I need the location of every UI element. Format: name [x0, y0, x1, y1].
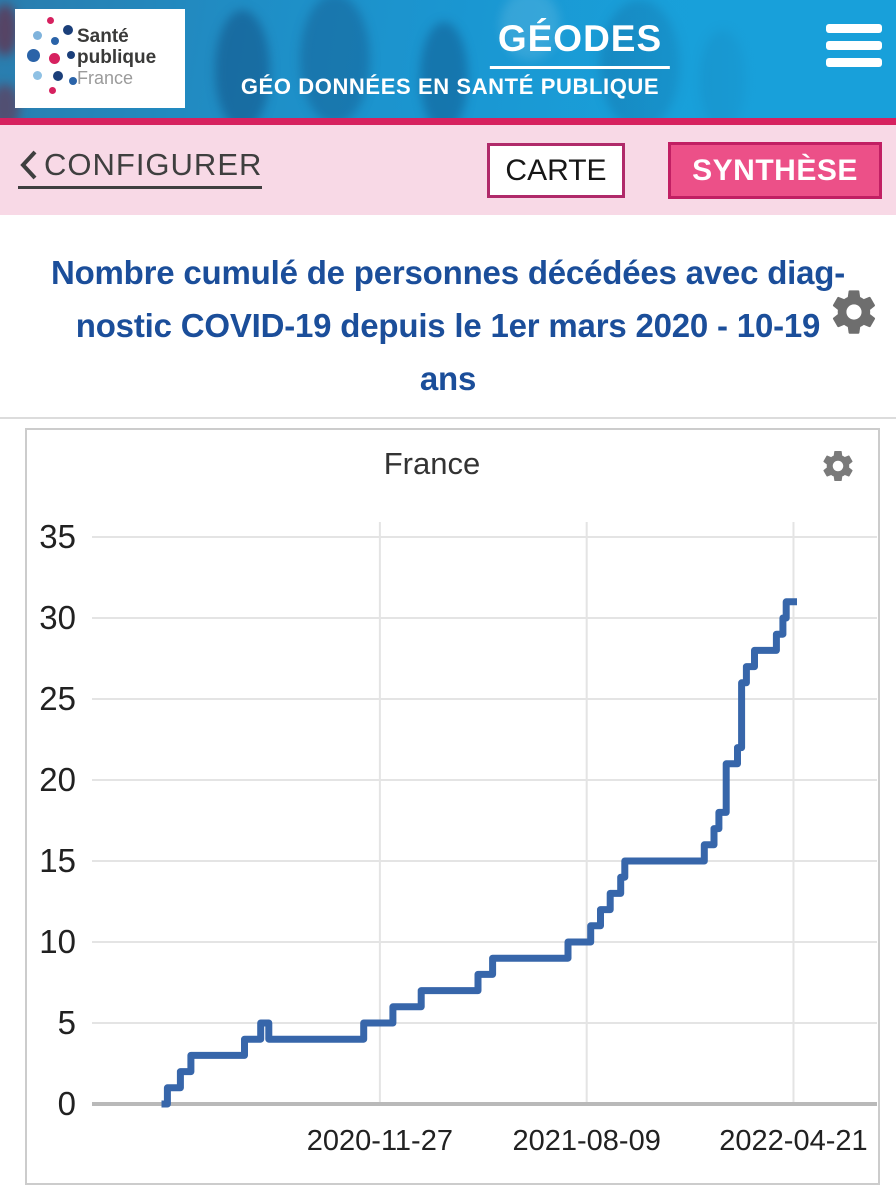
page-title-line: ans: [419, 360, 477, 397]
synthese-button[interactable]: SYNTHÈSE: [668, 142, 882, 199]
y-tick-label: 15: [39, 842, 76, 879]
indicator-settings-button[interactable]: [828, 286, 880, 338]
y-tick-label: 10: [39, 923, 76, 960]
sante-publique-france-logo[interactable]: Santé publique France: [15, 9, 185, 108]
x-tick-label: 2022-04-21: [719, 1125, 867, 1157]
header-accent-stripe: [0, 118, 896, 125]
y-tick-label: 5: [58, 1004, 76, 1041]
chart-settings-button[interactable]: [820, 448, 856, 484]
chart-card: France 2020-11-27 2021-08-09 2022-04-21 0 5 1…: [25, 428, 880, 1185]
logo-text-line1: Santé: [77, 26, 129, 47]
gear-icon: [832, 290, 876, 334]
y-tick-label: 25: [39, 680, 76, 717]
chart-plot-area: 2020-11-27 2021-08-09 2022-04-21 0 5 10 15 20 25…: [39, 518, 877, 1157]
app-title: GÉODES: [489, 18, 671, 69]
chevron-left-icon: [20, 150, 37, 180]
hamburger-icon: [826, 24, 884, 67]
y-tick-label: 30: [39, 599, 76, 636]
series-line-france: [161, 598, 797, 1108]
x-tick-label: 2021-08-09: [513, 1125, 661, 1157]
gear-icon: [823, 451, 853, 482]
page-title: Nombre cumulé de personnes décédées avec…: [18, 246, 878, 405]
page-title-line: Nombre cumulé de personnes décédées avec…: [50, 254, 846, 291]
y-tick-label: 0: [58, 1085, 76, 1122]
menu-button[interactable]: [826, 24, 884, 84]
x-tick-label: 2020-11-27: [307, 1125, 453, 1157]
logo-dots-icon: [23, 15, 81, 101]
page-title-line: nostic COVID-19 depuis le 1er mars 2020 …: [75, 307, 821, 344]
chart-title: France: [383, 446, 481, 481]
carte-button[interactable]: CARTE: [487, 143, 625, 198]
app-header: Santé publique France GÉODES GÉO DONNÉES…: [0, 0, 896, 125]
configurer-label: CONFIGURER: [44, 147, 263, 182]
app-subtitle: GÉO DONNÉES EN SANTÉ PUBLIQUE: [240, 74, 660, 99]
section-divider: [0, 417, 896, 419]
y-tick-label: 20: [39, 761, 76, 798]
logo-text-line2: publique: [77, 47, 157, 68]
y-tick-label: 35: [39, 518, 76, 555]
configurer-back-link[interactable]: CONFIGURER: [18, 147, 263, 189]
logo-text-line3: France: [77, 68, 134, 88]
